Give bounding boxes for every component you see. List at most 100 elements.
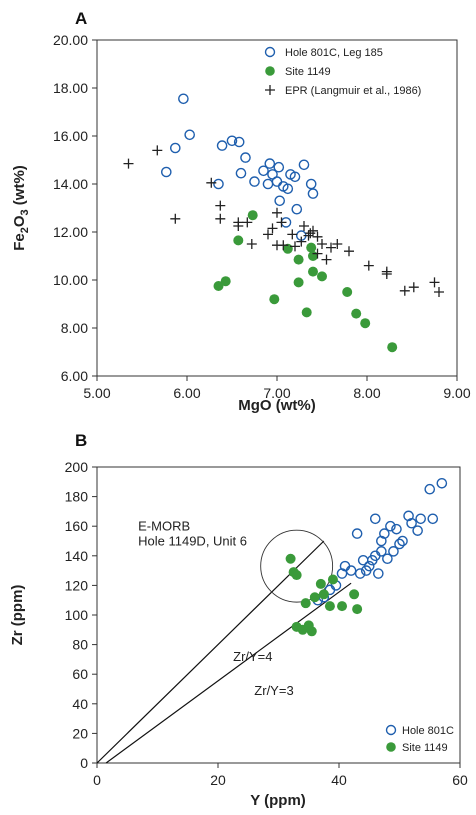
point-epr-langmuir-et-al-1986	[408, 282, 419, 293]
panel-a-marks	[123, 93, 444, 353]
point-site-1149	[318, 589, 329, 600]
legend-hole-801c-label: Hole 801C, Leg 185	[285, 47, 383, 59]
point-site-1149	[360, 318, 371, 329]
point-site-1149	[349, 589, 360, 600]
legend-site-1149-label: Site 1149	[285, 66, 331, 78]
point-epr-langmuir-et-al-1986	[312, 248, 323, 259]
y-tick-label: 120	[65, 577, 89, 593]
point-hole-801c-leg-185	[249, 176, 260, 187]
y-tick-label: 140	[65, 548, 89, 564]
y-tick-label: 180	[65, 489, 89, 505]
point-epr-langmuir-et-al-1986	[263, 229, 273, 240]
point-hole-801c	[366, 554, 378, 566]
point-epr-langmuir-et-al-1986	[152, 145, 163, 156]
point-epr-langmuir-et-al-1986	[233, 217, 244, 228]
legend-epr-label: EPR (Langmuir et al., 1986)	[285, 85, 421, 97]
point-epr-langmuir-et-al-1986	[272, 207, 282, 218]
point-hole-801c	[376, 546, 387, 557]
reference-line-label: Zr/Y=3	[254, 683, 293, 698]
y-tick-label: 0	[80, 755, 88, 771]
point-hole-801c-leg-185	[282, 183, 294, 195]
point-epr-langmuir-et-al-1986	[287, 229, 298, 240]
point-site-1149	[293, 277, 304, 288]
y-tick-label: 20.00	[53, 32, 88, 48]
y-tick-label: 8.00	[61, 320, 88, 336]
y-tick-label: 80	[72, 637, 88, 653]
point-epr-langmuir-et-al-1986	[399, 285, 410, 296]
panel-a-legend: Hole 801C, Leg 185 Site 1149 EPR (Langmu…	[264, 46, 421, 97]
legend-hole-801c-marker	[264, 46, 276, 58]
point-hole-801c-leg-185	[307, 188, 319, 199]
panel-b-letter: B	[75, 431, 87, 450]
legend-epr-marker	[265, 85, 275, 95]
point-hole-801c	[436, 477, 448, 489]
point-epr-langmuir-et-al-1986	[332, 239, 343, 249]
panel-a-x-ticks: 5.00 6.00 7.00 8.00 9.00	[83, 376, 471, 401]
point-hole-801c-leg-185	[258, 165, 269, 177]
y-tick-label: 20	[72, 725, 88, 741]
point-epr-langmuir-et-al-1986	[308, 225, 318, 236]
panel-a: A 5.00 6.00 7.00 8.00 9.00 6.008.0010.0012.0…	[11, 9, 471, 414]
x-tick-label: 8.00	[353, 385, 380, 401]
point-epr-langmuir-et-al-1986	[381, 269, 392, 279]
point-epr-langmuir-et-al-1986	[170, 213, 181, 224]
reference-line-zr-y-3	[105, 582, 352, 764]
point-hole-801c-leg-185	[216, 140, 228, 151]
legend-b-hole-801c-marker	[385, 724, 397, 736]
panel-b-legend: Hole 801C Site 1149	[385, 724, 454, 754]
x-tick-label: 6.00	[173, 385, 200, 401]
point-epr-langmuir-et-al-1986	[326, 242, 336, 253]
point-hole-801c	[373, 568, 384, 579]
point-hole-801c	[369, 513, 381, 525]
y-tick-label: 160	[65, 518, 89, 534]
point-epr-langmuir-et-al-1986	[278, 240, 289, 251]
y-tick-label: 14.00	[53, 176, 88, 192]
point-hole-801c-leg-185	[178, 93, 189, 105]
point-hole-801c-leg-185	[289, 171, 301, 183]
x-tick-label: 0	[93, 772, 101, 788]
point-hole-801c-leg-185	[305, 178, 317, 190]
point-hole-801c-leg-185	[184, 129, 195, 141]
point-hole-801c	[360, 565, 372, 576]
panel-a-x-axis-title: MgO (wt%)	[238, 397, 315, 414]
y-tick-label: 16.00	[53, 128, 88, 144]
point-site-1149	[352, 604, 363, 615]
point-site-1149	[247, 210, 258, 221]
point-hole-801c-leg-185	[264, 158, 276, 169]
legend-b-hole-801c-label: Hole 801C	[402, 725, 454, 737]
panel-a-y-axis-title: Fe2O3 (wt%)	[11, 165, 31, 251]
point-epr-langmuir-et-al-1986	[317, 239, 327, 249]
point-epr-langmuir-et-al-1986	[215, 200, 226, 211]
panel-b: B 0 20 40 60 0 20 40 60 80 100 120 140 160 180 200 Y …	[9, 431, 468, 809]
point-hole-801c	[385, 520, 396, 532]
point-site-1149	[301, 307, 312, 318]
point-site-1149	[342, 287, 353, 297]
point-site-1149	[233, 235, 244, 246]
reference-line-label: Zr/Y=4	[233, 649, 272, 664]
panel-b-reference-lines: Zr/Y=4 Zr/Y=3	[96, 540, 352, 764]
point-hole-801c	[388, 546, 399, 557]
point-hole-801c	[406, 517, 417, 529]
point-epr-langmuir-et-al-1986	[215, 213, 226, 224]
point-site-1149	[317, 271, 327, 282]
point-site-1149	[285, 553, 296, 564]
point-hole-801c	[382, 553, 393, 565]
panel-b-annotation: E-MORB Hole 1149D, Unit 6	[138, 518, 334, 603]
y-tick-label: 12.00	[53, 224, 88, 240]
point-hole-801c-leg-185	[298, 159, 310, 171]
point-site-1149	[220, 276, 231, 287]
legend-b-site-1149-label: Site 1149	[402, 742, 448, 754]
point-hole-801c-leg-185	[226, 135, 238, 147]
point-epr-langmuir-et-al-1986	[242, 217, 253, 228]
point-site-1149	[308, 266, 318, 277]
x-tick-label: 20	[210, 772, 226, 788]
point-site-1149	[387, 342, 398, 353]
panel-b-plot-frame	[96, 466, 461, 764]
point-site-1149	[324, 601, 335, 612]
point-site-1149	[306, 626, 317, 637]
point-site-1149	[306, 242, 317, 253]
x-tick-label: 7.00	[263, 385, 290, 401]
point-site-1149	[213, 281, 224, 291]
point-site-1149	[269, 294, 280, 305]
